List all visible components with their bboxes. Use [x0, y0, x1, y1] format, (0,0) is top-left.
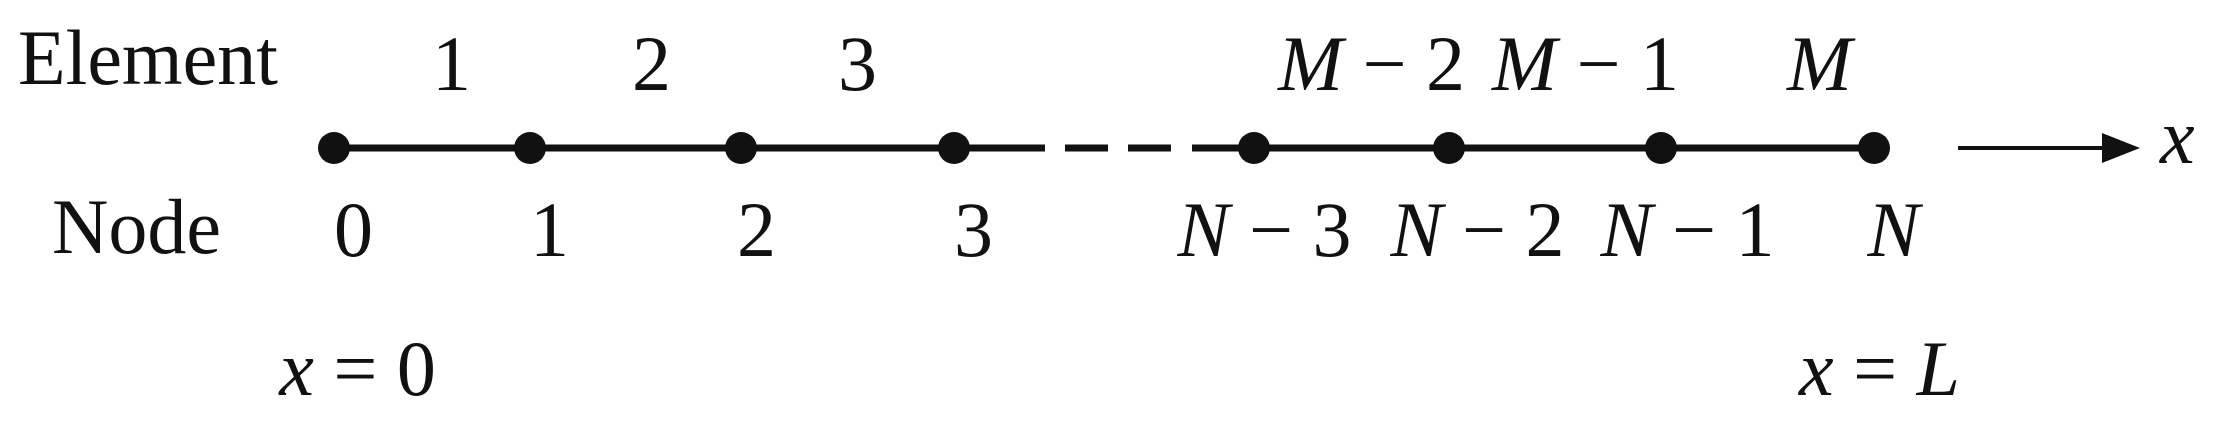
node-point: [1433, 132, 1465, 164]
node-label: 0: [237, 186, 432, 273]
element-label: 2: [535, 20, 730, 107]
node-point: [938, 132, 970, 164]
end-boundary-label: x = L: [1701, 325, 2018, 412]
node-label: N − 2: [1293, 186, 1623, 273]
element-label: M − 2: [1181, 20, 1524, 107]
node-point: [514, 132, 546, 164]
node-point: [1238, 132, 1270, 164]
element-label: M: [1690, 20, 1911, 107]
element-label: M − 1: [1395, 20, 1738, 107]
element-label: 1: [335, 20, 530, 107]
node-label: N: [1770, 186, 1978, 273]
element-label: 3: [741, 20, 936, 107]
node-label: 1: [433, 186, 628, 273]
node-point: [1645, 132, 1677, 164]
node-row-label: Node: [52, 183, 221, 270]
node-label: N − 3: [1080, 186, 1410, 273]
element-row-label: Element: [18, 14, 278, 101]
start-boundary-label: x = 0: [182, 325, 495, 412]
node-point: [1858, 132, 1890, 164]
node-label: 2: [640, 186, 835, 273]
node-label: N − 1: [1503, 186, 1833, 273]
node-point: [725, 132, 757, 164]
x-axis-label: x: [2159, 93, 2195, 180]
x-axis-arrow-head: [2102, 133, 2140, 163]
node-label: 3: [857, 186, 1052, 273]
node-point: [318, 132, 350, 164]
